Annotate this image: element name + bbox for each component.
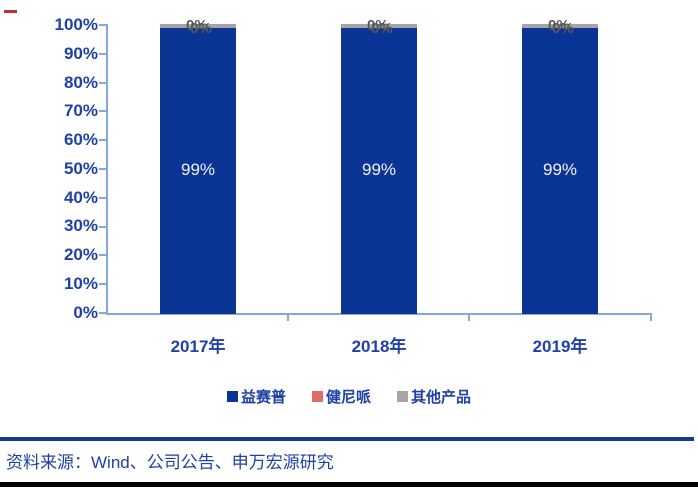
axis-tick xyxy=(650,314,652,321)
bottom-rule xyxy=(0,482,698,487)
y-tick-label: 60% xyxy=(63,130,98,149)
source-text: 资料来源：Wind、公司公告、申万宏源研究 xyxy=(6,453,334,472)
bar-segment-main: 99% xyxy=(160,28,236,314)
axis-tick xyxy=(99,82,107,84)
axis-tick xyxy=(99,139,107,141)
x-axis-label: 2018年 xyxy=(351,337,407,356)
y-tick-label: 80% xyxy=(63,73,98,92)
bar-top-label: 0% xyxy=(548,17,570,34)
axis-tick xyxy=(99,24,107,26)
legend-item-other-products: 其他产品 xyxy=(397,386,471,407)
legend-swatch-icon xyxy=(226,391,238,402)
bar-top-label: 0% xyxy=(552,20,574,37)
axis-tick xyxy=(99,110,107,112)
x-axis-label: 2017年 xyxy=(170,337,226,356)
y-tick-label: 70% xyxy=(63,101,98,120)
y-tick-label: 90% xyxy=(63,44,98,63)
axis-tick xyxy=(287,314,289,321)
axis-tick xyxy=(468,314,470,321)
y-tick-label: 20% xyxy=(63,245,98,264)
red-dash-mark xyxy=(4,10,17,13)
bar-top-label: 0% xyxy=(367,17,389,34)
legend-swatch-icon xyxy=(311,391,323,402)
x-axis-line xyxy=(106,313,652,315)
axis-tick xyxy=(99,197,107,199)
legend-label: 其他产品 xyxy=(411,389,472,406)
bar-value-label: 99% xyxy=(180,160,216,179)
stacked-bar-2017: 99% xyxy=(160,24,236,314)
axis-tick xyxy=(99,283,107,285)
y-tick-label: 0% xyxy=(73,303,98,322)
legend-label: 健尼哌 xyxy=(325,389,371,406)
legend-item-yisaipu: 益赛普 xyxy=(226,386,286,407)
legend: 益赛普 健尼哌 其他产品 xyxy=(0,386,698,407)
y-tick-label: 100% xyxy=(54,15,98,34)
bar-top-label: 0% xyxy=(186,17,208,34)
bar-segment-main: 99% xyxy=(341,28,417,314)
axis-tick xyxy=(99,312,107,314)
x-axis-label: 2019年 xyxy=(532,337,588,356)
y-axis-line xyxy=(106,24,108,314)
stacked-bar-2018: 99% xyxy=(341,24,417,314)
bar-top-label: 0% xyxy=(371,20,393,37)
legend-swatch-icon xyxy=(397,391,408,402)
bar-segment-other xyxy=(160,24,236,28)
y-tick-label: 30% xyxy=(63,216,98,235)
y-tick-label: 10% xyxy=(63,274,98,293)
legend-label: 益赛普 xyxy=(240,389,286,406)
bar-segment-other xyxy=(341,24,417,28)
axis-tick xyxy=(99,226,107,228)
y-tick-label: 40% xyxy=(63,188,98,207)
bar-value-label: 99% xyxy=(361,160,397,179)
stacked-bar-2019: 99% xyxy=(522,24,598,314)
legend-item-jennipai: 健尼哌 xyxy=(311,386,371,407)
bar-segment-other xyxy=(522,24,598,28)
separator-line xyxy=(0,437,694,441)
bar-value-label: 99% xyxy=(542,160,578,179)
bar-top-label: 0% xyxy=(190,20,212,37)
axis-tick xyxy=(99,53,107,55)
bar-segment-main: 99% xyxy=(522,28,598,314)
y-tick-label: 50% xyxy=(63,159,98,178)
axis-tick xyxy=(99,168,107,170)
axis-tick xyxy=(99,254,107,256)
